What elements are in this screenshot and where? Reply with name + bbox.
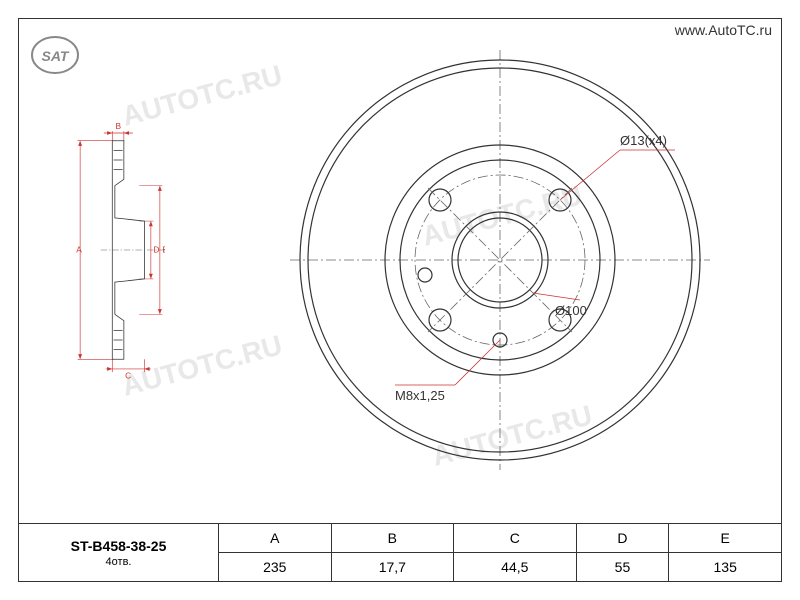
dim-label-b: B	[116, 121, 122, 131]
dimension-table: ST-B458-38-25 4отв. A B C D E 235 17,7 4…	[18, 523, 782, 582]
cell-value: 17,7	[331, 553, 453, 582]
brand-logo: SAT	[30, 30, 80, 80]
part-number: ST-B458-38-25	[29, 538, 208, 554]
side-cross-section: A B C D E	[75, 60, 165, 440]
dim-label-a: A	[76, 245, 82, 255]
callout-bolt-hole: Ø13(x4)	[620, 133, 667, 148]
holes-note: 4отв.	[29, 556, 208, 568]
col-header: A	[219, 524, 332, 553]
col-header: B	[331, 524, 453, 553]
front-view: Ø13(x4) Ø100 M8x1,25	[280, 40, 720, 480]
callout-center-bore: Ø100	[555, 303, 587, 318]
cell-value: 235	[219, 553, 332, 582]
cell-value: 135	[669, 553, 782, 582]
svg-text:SAT: SAT	[42, 48, 70, 64]
dim-label-c: C	[125, 371, 131, 381]
cell-value: 44,5	[454, 553, 576, 582]
dim-label-d: D	[153, 245, 159, 255]
cell-value: 55	[576, 553, 669, 582]
site-url: www.AutoTC.ru	[675, 22, 772, 38]
col-header: D	[576, 524, 669, 553]
col-header: C	[454, 524, 576, 553]
col-header: E	[669, 524, 782, 553]
callout-thread: M8x1,25	[395, 388, 445, 403]
table-row: ST-B458-38-25 4отв. A B C D E	[19, 524, 782, 553]
dim-label-e: E	[162, 245, 165, 255]
